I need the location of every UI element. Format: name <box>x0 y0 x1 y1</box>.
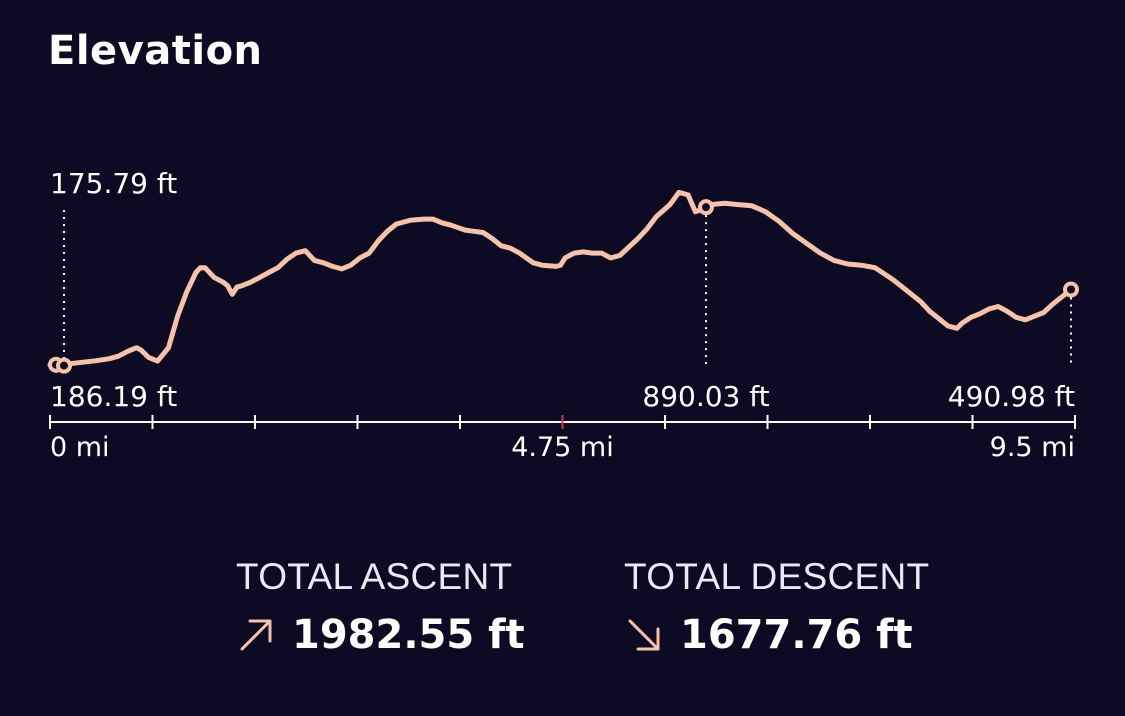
arrow-down-right-icon <box>628 619 660 651</box>
elevation-label: 186.19 ft <box>50 380 177 413</box>
x-tick-label: 0 mi <box>50 432 110 463</box>
total-descent-value: 1677.76 ft <box>680 612 913 658</box>
start-marker <box>56 357 72 374</box>
elevation-marker <box>698 199 714 216</box>
elevation-line <box>47 189 1074 369</box>
total-ascent-label: TOTAL ASCENT <box>236 556 513 597</box>
x-tick-label: 4.75 mi <box>511 432 614 463</box>
elevation-label: 890.03 ft <box>642 380 769 413</box>
x-tick-label: 9.5 mi <box>990 432 1075 463</box>
elevation-chart: 0 mi 4.75 mi 9.5 mi 186.19 ft 890.03 ft 490.9… <box>47 167 1079 463</box>
arrow-up-right-icon <box>240 619 272 651</box>
total-ascent-value: 1982.55 ft <box>292 612 525 658</box>
elevation-label: 490.98 ft <box>948 380 1075 413</box>
total-ascent-stat: TOTAL ASCENT 1982.55 ft <box>236 556 525 658</box>
total-descent-label: TOTAL DESCENT <box>624 556 930 597</box>
start-elevation-label: 175.79 ft <box>50 167 177 200</box>
page-title: Elevation <box>48 28 263 74</box>
elevation-marker <box>1063 281 1079 298</box>
total-descent-stat: TOTAL DESCENT 1677.76 ft <box>624 556 929 658</box>
